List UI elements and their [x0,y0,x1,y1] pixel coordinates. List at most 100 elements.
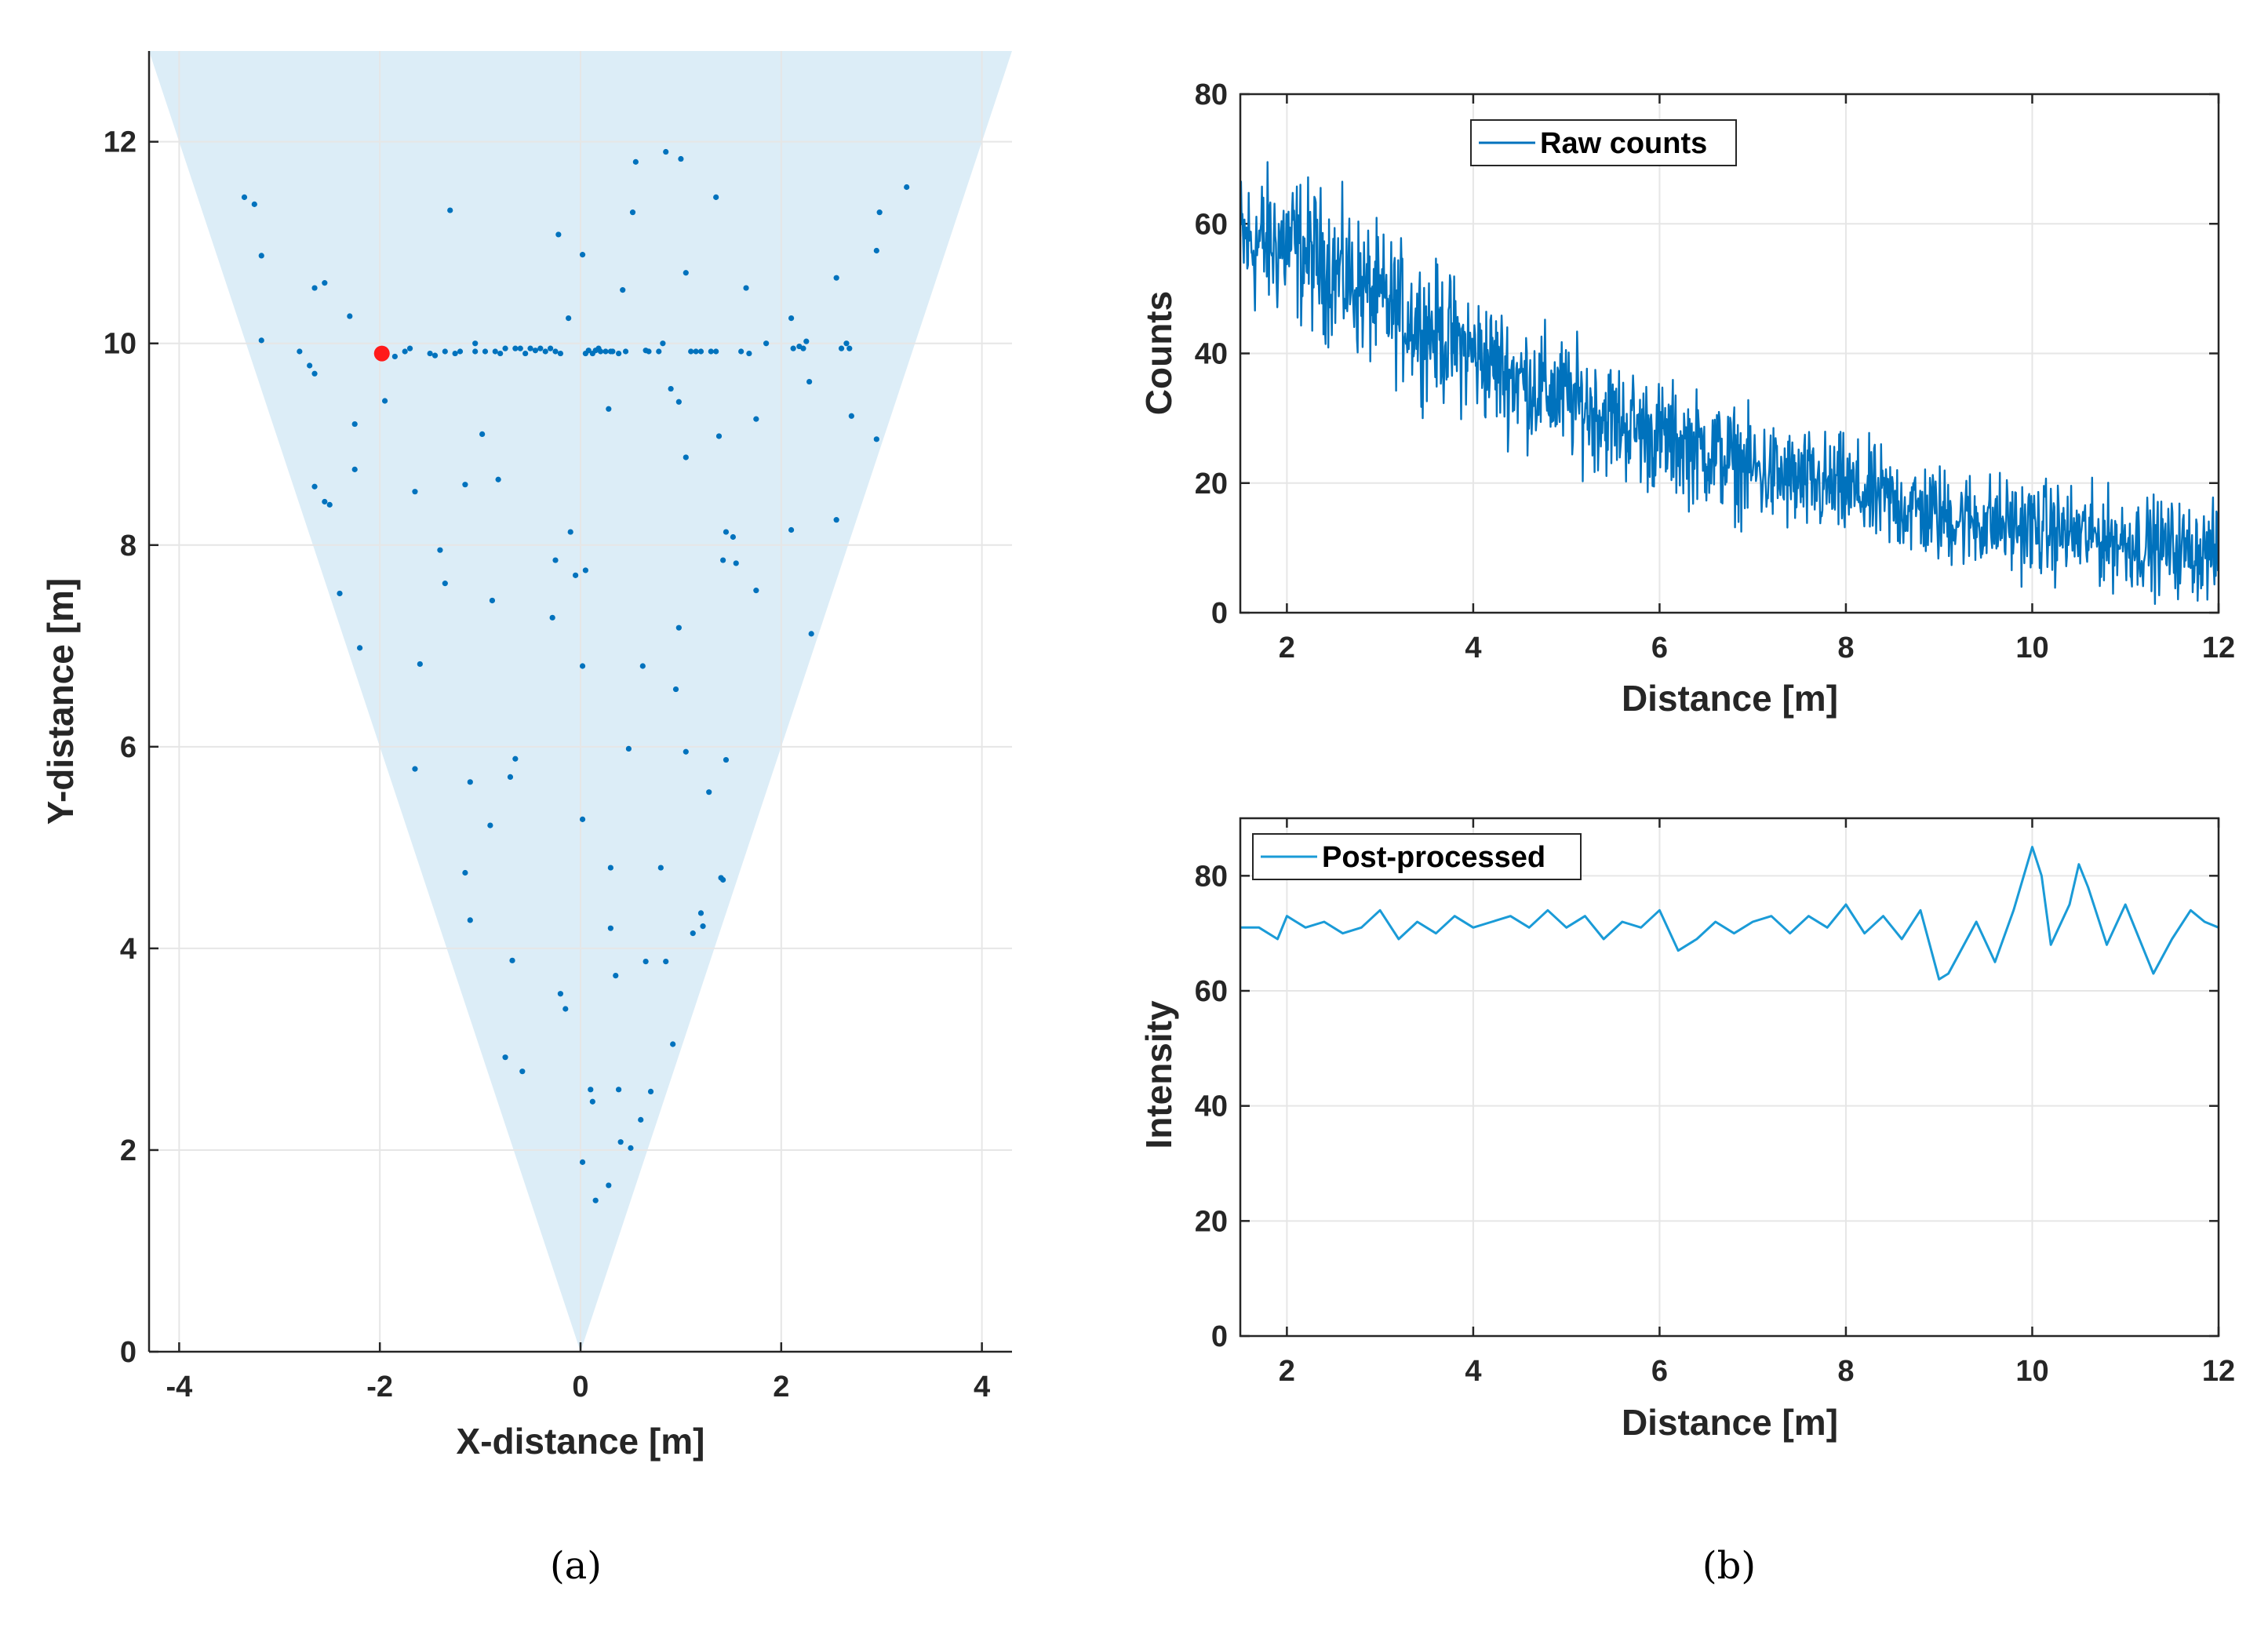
scatter-point [800,345,806,351]
y-tick-label: 40 [1195,1090,1228,1123]
scatter-point [622,348,629,355]
highlighted-point [373,345,390,362]
scatter-point [683,454,689,461]
scatter-point [675,624,682,631]
scatter-point [808,631,814,637]
scatter-point [588,1087,594,1093]
scatter-point [790,345,796,351]
scatter-point [241,194,248,200]
scatter-point [549,614,555,621]
scatter-point [753,588,759,594]
scatter-point [472,348,479,355]
scatter-point [639,663,646,669]
scatter-point [743,285,749,291]
scatter-point [427,350,433,357]
scatter-point [723,529,730,535]
x-tick-label: 4 [1465,632,1481,664]
scatter-point [606,406,612,412]
scatter-point [566,315,572,322]
scatter-point [617,1139,624,1145]
scatter-point [803,338,810,344]
scatter-point [833,517,839,523]
x-axis-label: Distance [m] [1622,1402,1838,1443]
y-tick-label: 0 [1211,1320,1228,1353]
x-tick-label: 8 [1837,1355,1854,1388]
scatter-point [690,930,696,937]
x-tick-labels: 2 4 6 8 10 12 [1279,1355,2235,1388]
scatter-point [322,280,328,286]
scatter-point [706,789,712,795]
scatter-point [656,348,662,355]
scatter-point [657,865,664,871]
scatter-point [579,252,586,258]
y-tick-label: 0 [120,1336,137,1369]
scatter-point [542,348,548,355]
scatter-point [693,348,699,355]
scatter-point [753,416,759,422]
scatter-point [519,1069,526,1075]
axis-lines [147,51,1012,1353]
scatter-point [730,533,737,541]
plot-frame [1239,93,2220,614]
scatter-point [904,184,910,191]
scatter-point [579,663,586,669]
post-processed-line [1240,846,2219,981]
scatter-point [607,925,613,931]
scatter-point [457,348,464,355]
y-tick-label: 20 [1195,1205,1228,1238]
y-tick-label: 60 [1195,208,1228,241]
scatter-panel: -4 -2 0 2 4 0 2 4 6 8 10 12 X-distance [m] Y-dista… [40,51,1012,1588]
scatter-point [412,489,418,495]
scatter-point [552,557,559,563]
scatter-point [417,661,423,668]
legend: Post-processed [1252,833,1582,880]
scatter-point [597,348,604,355]
grid-lines [149,51,1012,1352]
x-tick-labels: 2 4 6 8 10 12 [1279,632,2235,664]
scatter-point [487,822,493,828]
plot-frame [1239,817,2220,1338]
scatter-point [492,348,498,355]
scatter-point [738,348,744,355]
scatter-point [537,345,544,351]
scatter-point [381,398,388,404]
scatter-point [616,350,622,357]
scatter-point [567,529,573,535]
scatter-point [311,285,318,291]
scatter-point [579,1159,586,1165]
scatter-point [479,431,486,438]
scatter-point [876,209,883,216]
scatter-point [663,959,669,965]
x-tick-label: 4 [1465,1355,1481,1388]
scatter-point [472,340,479,347]
y-axis-label: Intensity [1138,1000,1179,1149]
scatter-point [311,483,318,490]
x-tick-label: 4 [974,1371,990,1403]
scatter-point [763,340,770,347]
scatter-point [412,766,418,772]
scatter-point [502,1054,508,1061]
scatter-point [602,348,609,355]
y-tick-labels: 0 2 4 6 8 10 12 [104,126,137,1369]
scatter-point [720,876,726,883]
scatter-point [585,348,592,354]
scatter-point [675,399,682,405]
caption-a: (a) [550,1544,602,1588]
y-tick-label: 4 [120,933,137,966]
scatter-point [632,158,639,165]
scatter-point [873,247,879,254]
scatter-point [720,557,726,563]
scatter-point [628,1145,634,1151]
x-tick-label: 2 [1279,1355,1295,1388]
scatter-point [715,433,723,439]
raw-counts-line [1240,161,2219,606]
scatter-point [522,350,529,357]
scatter-point [557,350,564,357]
x-tick-label: 10 [2015,1355,2048,1388]
x-tick-label: 2 [773,1371,789,1403]
scatter-point [351,466,358,472]
scatter-point [462,869,468,876]
y-tick-label: 80 [1195,78,1228,111]
scatter-point [589,1098,595,1105]
scatter-point [442,348,448,355]
